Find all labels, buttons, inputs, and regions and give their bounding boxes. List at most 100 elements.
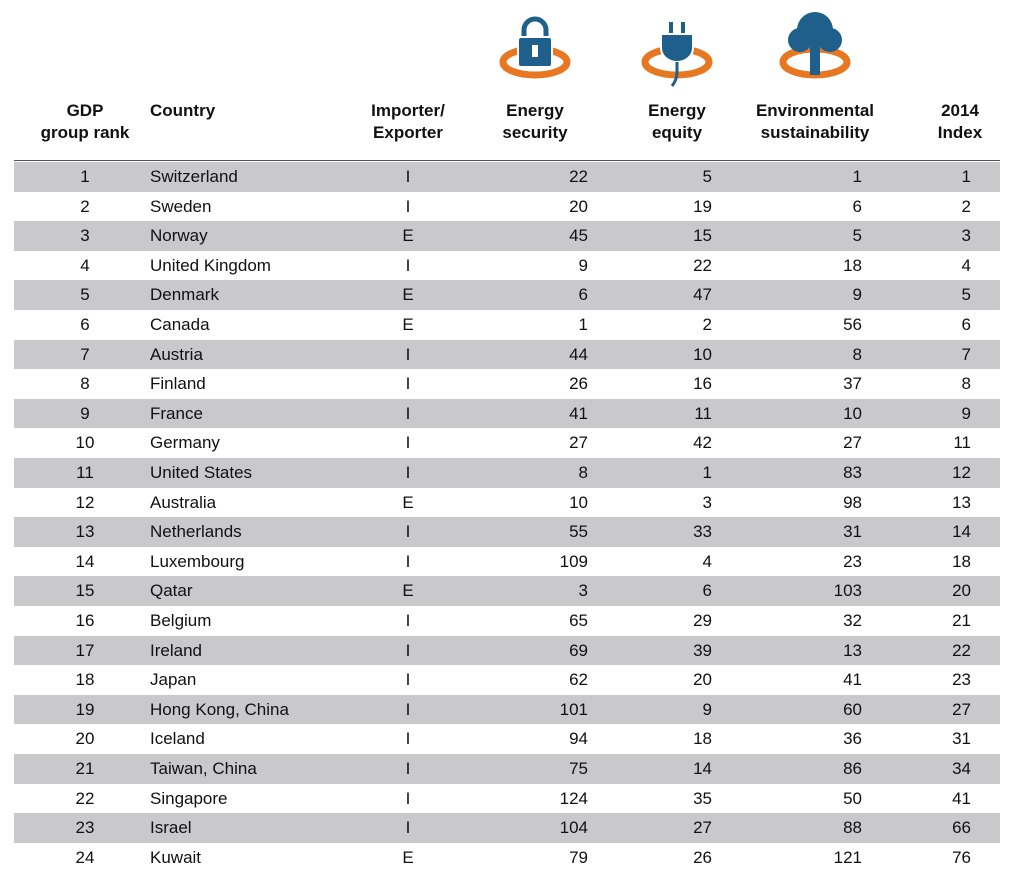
table-cell: 26 [569, 374, 588, 394]
sustainability-icon [779, 12, 851, 79]
table-cell: I [405, 196, 411, 216]
table-cell: I [405, 818, 411, 838]
table-cell: E [402, 315, 414, 334]
table-cell: I [405, 551, 411, 571]
table-cell: Israel [150, 818, 192, 838]
row-band [14, 398, 1000, 429]
table-cell: 19 [693, 196, 712, 216]
header-rule [14, 160, 1000, 161]
table-cell: 39 [693, 640, 712, 660]
table-cell: 69 [569, 640, 588, 660]
table-cell: 36 [843, 729, 862, 749]
table-cell: E [402, 492, 414, 512]
table-cell: 1 [702, 463, 712, 482]
header-label: equity [651, 123, 703, 142]
header-icons [499, 12, 851, 87]
table-cell: Ireland [150, 640, 202, 660]
table-cell: 2 [80, 196, 90, 216]
table-cell: 23 [75, 818, 95, 838]
table-cell: 104 [559, 818, 588, 838]
table-cell: I [405, 670, 411, 690]
table-cell: 7 [961, 344, 971, 364]
table-cell: I [405, 403, 411, 423]
table-cell: 6 [80, 315, 90, 334]
table-cell: 55 [569, 522, 588, 542]
table-cell: 16 [75, 611, 95, 630]
table-cell: 103 [833, 581, 862, 601]
table-cell: 22 [952, 640, 971, 660]
table-cell: 18 [843, 255, 862, 275]
table-cell: 4 [702, 551, 712, 571]
table-cell: 76 [952, 847, 971, 867]
header-label: Index [937, 123, 983, 142]
table-cell: 44 [569, 344, 588, 364]
table-cell: 22 [569, 167, 588, 186]
table-cell: 98 [843, 492, 862, 512]
row-band [14, 517, 1000, 547]
header-label: Country [150, 101, 216, 120]
table-cell: 26 [693, 847, 712, 867]
table-cell: 27 [843, 433, 862, 453]
table-cell: 42 [693, 433, 712, 453]
table-cell: 1 [852, 167, 862, 186]
table-cell: 14 [952, 522, 971, 542]
table-cell: 8 [80, 374, 90, 394]
table-cell: 9 [852, 285, 862, 305]
header-label: GDP [66, 101, 104, 120]
equity-icon [641, 22, 713, 87]
row-band [14, 576, 1000, 606]
table-cell: 9 [80, 403, 90, 423]
table-cell: I [405, 433, 411, 453]
row-band [14, 694, 1000, 725]
header-label: Energy [648, 101, 706, 120]
table-cell: 22 [693, 255, 712, 275]
table-cell: 94 [569, 729, 588, 749]
table-cell: 3 [578, 581, 588, 601]
table-cell: 9 [702, 699, 712, 719]
table-cell: France [150, 403, 203, 423]
table-cell: 10 [693, 344, 712, 364]
table-cell: 75 [569, 759, 588, 778]
header-label: Environmental [755, 101, 875, 120]
table-cell: 22 [75, 788, 95, 808]
table-cell: E [402, 847, 414, 867]
table-cell: 41 [569, 403, 588, 423]
table-cell: Qatar [150, 581, 193, 601]
table-cell: 18 [75, 670, 95, 690]
table-cell: 20 [952, 581, 971, 601]
table-cell: 31 [952, 729, 971, 749]
table-cell: 24 [75, 847, 95, 867]
table-cell: Singapore [150, 788, 228, 808]
table-cell: 79 [569, 847, 588, 867]
table-cell: I [405, 374, 411, 394]
table-cell: 1 [80, 167, 90, 186]
table-cell: I [405, 759, 411, 778]
table-cell: 65 [569, 611, 588, 630]
table-cell: 3 [961, 226, 971, 246]
table-cell: 20 [75, 729, 95, 749]
table-cell: 109 [559, 551, 588, 571]
table-cell: 21 [952, 611, 971, 630]
header-label: sustainability [760, 123, 870, 142]
row-band [14, 754, 1000, 784]
table-cell: 11 [953, 433, 971, 453]
table-cell: 11 [76, 463, 94, 482]
row-band [14, 221, 1000, 251]
table-cell: 62 [569, 670, 588, 690]
table-cell: Denmark [150, 285, 219, 305]
table-cell: E [402, 285, 414, 305]
row-band [14, 813, 1000, 843]
table-cell: 13 [952, 492, 971, 512]
table-cell: 8 [852, 344, 862, 364]
table-cell: United States [150, 463, 253, 482]
table-cell: 23 [843, 551, 862, 571]
table-cell: 35 [693, 788, 712, 808]
table-cell: I [405, 522, 411, 542]
header-label: group rank [40, 123, 130, 142]
table-cell: I [405, 463, 411, 482]
table-cell: 33 [693, 522, 712, 542]
table-cell: 5 [702, 167, 712, 186]
table-cell: 8 [961, 374, 971, 394]
table-cell: 10 [569, 492, 588, 512]
row-band [14, 635, 1000, 666]
